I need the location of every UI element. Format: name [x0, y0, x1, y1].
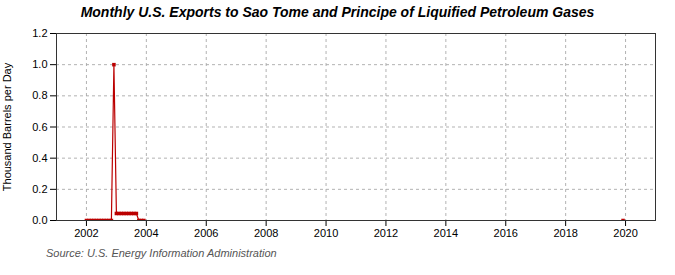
svg-text:1.0: 1.0 [32, 58, 47, 70]
svg-text:2008: 2008 [254, 227, 278, 239]
svg-text:1.2: 1.2 [32, 27, 47, 39]
svg-text:2016: 2016 [494, 227, 518, 239]
svg-text:2006: 2006 [194, 227, 218, 239]
svg-text:Thousand Barrels per Day: Thousand Barrels per Day [1, 62, 13, 191]
html-text:Monthly U.S. Exports to Sao To: Monthly U.S. Exports to Sao Tome and Pri… [80, 4, 595, 20]
svg-text:2014: 2014 [434, 227, 458, 239]
svg-text:0.8: 0.8 [32, 89, 47, 101]
svg-text:2004: 2004 [134, 227, 158, 239]
svg-text:0.4: 0.4 [32, 152, 47, 164]
svg-text:2020: 2020 [613, 227, 637, 239]
svg-text:2010: 2010 [314, 227, 338, 239]
html-text:Source: U.S. Energy Informatio: Source: U.S. Energy Information Administ… [46, 247, 277, 259]
svg-text:0.2: 0.2 [32, 183, 47, 195]
svg-text:0.0: 0.0 [32, 214, 47, 226]
svg-text:0.6: 0.6 [32, 121, 47, 133]
svg-text:2002: 2002 [74, 227, 98, 239]
svg-text:2018: 2018 [553, 227, 577, 239]
svg-text:2012: 2012 [374, 227, 398, 239]
